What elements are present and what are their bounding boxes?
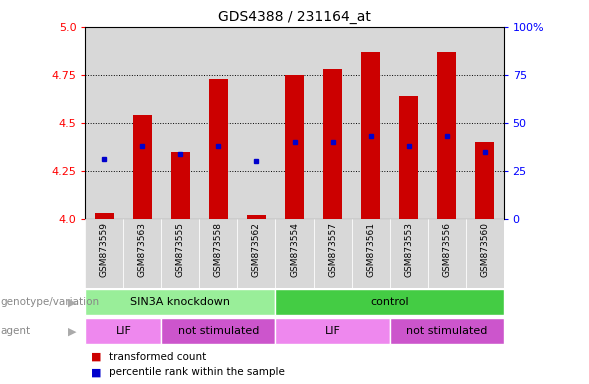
Text: GSM873554: GSM873554	[290, 222, 299, 277]
Bar	[399, 96, 418, 219]
Bar	[389, 318, 504, 344]
Text: ■: ■	[91, 352, 102, 362]
Bar	[361, 52, 380, 219]
Text: GSM873558: GSM873558	[214, 222, 223, 277]
Text: genotype/variation: genotype/variation	[0, 297, 99, 308]
Text: not stimulated: not stimulated	[178, 326, 259, 336]
Text: GSM873556: GSM873556	[442, 222, 451, 277]
Bar	[352, 219, 389, 288]
Bar	[161, 219, 200, 288]
Bar	[209, 79, 228, 219]
Bar	[465, 219, 504, 288]
Bar	[171, 152, 190, 219]
Text: ▶: ▶	[68, 326, 77, 336]
Text: agent: agent	[0, 326, 30, 336]
Bar	[276, 318, 389, 344]
Bar	[133, 115, 152, 219]
Bar	[161, 27, 200, 219]
Bar	[437, 52, 456, 219]
Bar	[85, 290, 276, 315]
Text: percentile rank within the sample: percentile rank within the sample	[109, 367, 285, 377]
Bar	[200, 219, 237, 288]
Text: not stimulated: not stimulated	[406, 326, 487, 336]
Text: transformed count: transformed count	[109, 352, 206, 362]
Text: GSM873560: GSM873560	[480, 222, 489, 277]
Text: GSM873563: GSM873563	[138, 222, 147, 277]
Bar	[352, 27, 389, 219]
Bar	[200, 27, 237, 219]
Text: ▶: ▶	[68, 297, 77, 308]
Text: ■: ■	[91, 367, 102, 377]
Bar	[389, 219, 428, 288]
Text: GSM873561: GSM873561	[366, 222, 375, 277]
Bar	[124, 27, 161, 219]
Bar	[313, 219, 352, 288]
Bar	[465, 27, 504, 219]
Bar	[276, 27, 313, 219]
Bar	[247, 215, 266, 219]
Bar	[323, 69, 342, 219]
Text: LIF: LIF	[325, 326, 340, 336]
Bar	[85, 219, 124, 288]
Text: GSM873553: GSM873553	[404, 222, 413, 277]
Bar	[124, 219, 161, 288]
Bar	[475, 142, 494, 219]
Text: GSM873555: GSM873555	[176, 222, 185, 277]
Bar	[85, 318, 161, 344]
Bar	[313, 27, 352, 219]
Text: LIF: LIF	[115, 326, 131, 336]
Bar	[85, 27, 124, 219]
Bar	[389, 27, 428, 219]
Bar	[276, 290, 504, 315]
Bar	[428, 27, 465, 219]
Text: SIN3A knockdown: SIN3A knockdown	[130, 297, 230, 308]
Text: control: control	[370, 297, 409, 308]
Text: GSM873562: GSM873562	[252, 222, 261, 277]
Bar	[161, 318, 276, 344]
Bar	[95, 213, 114, 219]
Text: GSM873557: GSM873557	[328, 222, 337, 277]
Bar	[285, 75, 304, 219]
Title: GDS4388 / 231164_at: GDS4388 / 231164_at	[218, 10, 371, 25]
Bar	[428, 219, 465, 288]
Bar	[237, 27, 276, 219]
Text: GSM873559: GSM873559	[100, 222, 109, 277]
Bar	[237, 219, 276, 288]
Bar	[276, 219, 313, 288]
